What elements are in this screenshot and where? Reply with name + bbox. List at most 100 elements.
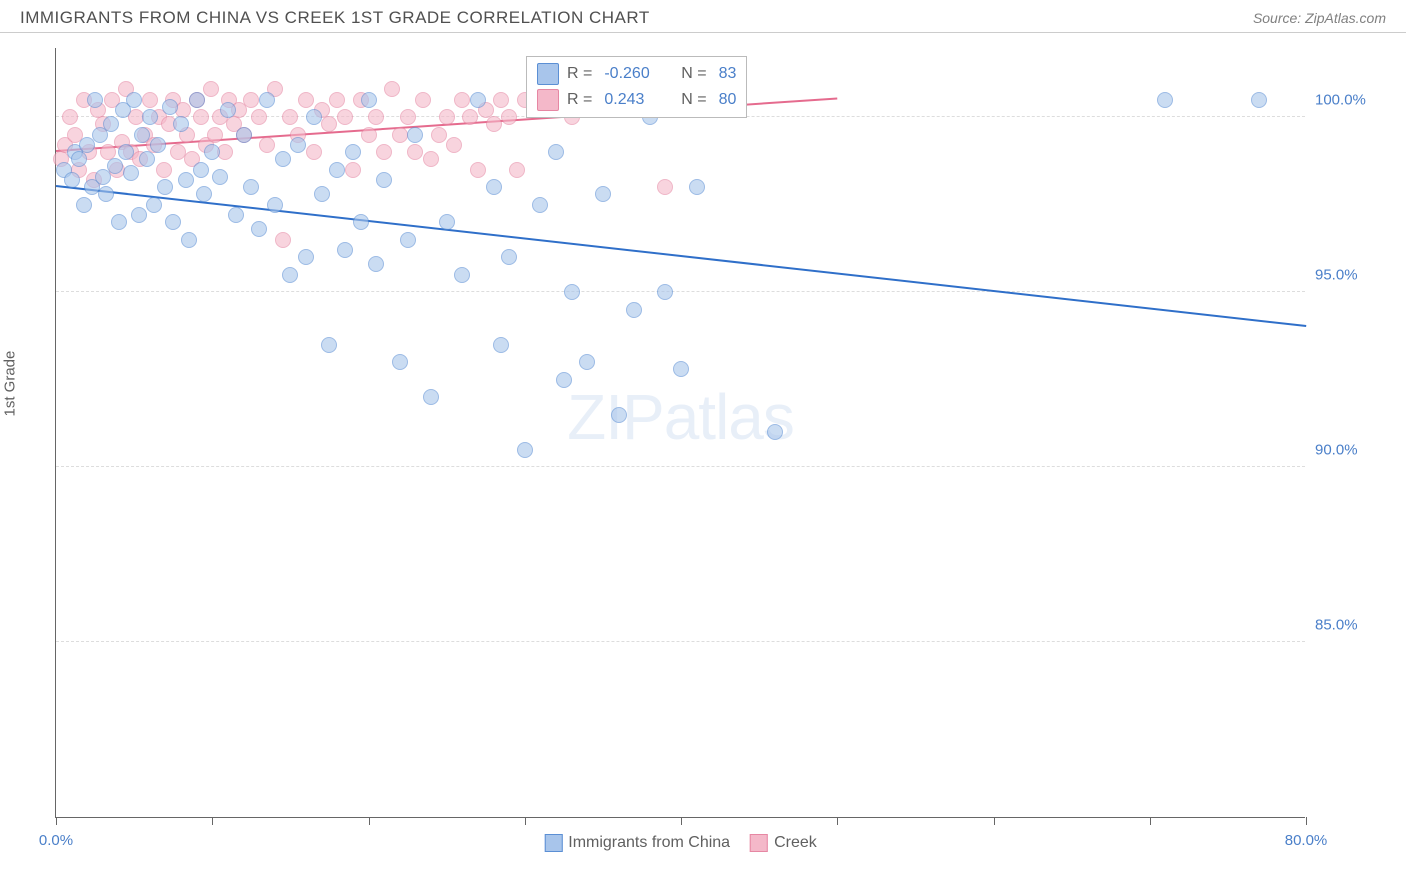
scatter-point [337,109,353,125]
scatter-point [314,186,330,202]
legend-r-value: -0.260 [604,65,664,83]
scatter-point [415,92,431,108]
scatter-point [400,109,416,125]
scatter-point [486,179,502,195]
scatter-point [501,109,517,125]
scatter-point [368,256,384,272]
scatter-point [243,179,259,195]
legend-n-value: 83 [719,65,737,83]
legend-row: R = -0.260 N = 83 [537,61,736,87]
correlation-legend: R = -0.260 N = 83R = 0.243 N = 80 [526,56,747,118]
scatter-point [509,162,525,178]
watermark: ZIPatlas [567,380,794,454]
bottom-legend: Immigrants from China Creek [544,834,817,852]
legend-n-value: 80 [719,91,737,109]
scatter-point [204,144,220,160]
scatter-point [392,354,408,370]
legend-swatch [544,834,562,852]
scatter-point [767,424,783,440]
scatter-point [212,169,228,185]
scatter-point [548,144,564,160]
scatter-point [196,186,212,202]
scatter-point [267,197,283,213]
scatter-point [157,179,173,195]
y-tick-label: 85.0% [1315,617,1395,634]
x-tick [681,817,682,825]
scatter-point [298,92,314,108]
scatter-point [203,81,219,97]
scatter-point [1157,92,1173,108]
scatter-point [368,109,384,125]
scatter-point [107,158,123,174]
scatter-point [345,144,361,160]
trend-line [56,185,1306,327]
y-tick-label: 95.0% [1315,267,1395,284]
scatter-point [657,284,673,300]
scatter-point [243,92,259,108]
scatter-point [556,372,572,388]
x-tick [1150,817,1151,825]
scatter-point [150,137,166,153]
scatter-point [517,442,533,458]
x-tick [994,817,995,825]
scatter-point [98,186,114,202]
scatter-point [486,116,502,132]
scatter-point [673,361,689,377]
chart-source: Source: ZipAtlas.com [1253,10,1386,26]
scatter-point [493,337,509,353]
scatter-point [259,137,275,153]
legend-swatch [537,63,559,85]
bottom-legend-item: Immigrants from China [544,834,730,852]
legend-label: Creek [774,834,817,852]
scatter-point [384,81,400,97]
scatter-point [423,389,439,405]
scatter-point [454,92,470,108]
chart-container: 1st Grade ZIPatlas 85.0%90.0%95.0%100.0%… [0,33,1406,883]
scatter-point [392,127,408,143]
x-tick [369,817,370,825]
plot-area: ZIPatlas 85.0%90.0%95.0%100.0%0.0%80.0%R… [55,48,1305,818]
scatter-point [275,151,291,167]
scatter-point [493,92,509,108]
scatter-point [353,214,369,230]
scatter-point [134,127,150,143]
scatter-point [337,242,353,258]
y-axis-label: 1st Grade [2,351,19,417]
scatter-point [423,151,439,167]
scatter-point [156,162,172,178]
scatter-point [123,165,139,181]
scatter-point [64,172,80,188]
scatter-point [321,116,337,132]
scatter-point [345,162,361,178]
scatter-point [689,179,705,195]
scatter-point [181,232,197,248]
legend-row: R = 0.243 N = 80 [537,87,736,113]
scatter-point [111,214,127,230]
legend-r-value: 0.243 [604,91,664,109]
scatter-point [131,207,147,223]
scatter-point [251,221,267,237]
scatter-point [207,127,223,143]
y-tick-label: 90.0% [1315,442,1395,459]
scatter-point [178,172,194,188]
scatter-point [595,186,611,202]
scatter-point [564,284,580,300]
gridline [56,466,1305,467]
legend-swatch [537,89,559,111]
scatter-point [439,109,455,125]
scatter-point [76,197,92,213]
scatter-point [376,144,392,160]
scatter-point [454,267,470,283]
scatter-point [259,92,275,108]
scatter-point [321,337,337,353]
scatter-point [298,249,314,265]
scatter-point [657,179,673,195]
scatter-point [579,354,595,370]
scatter-point [282,109,298,125]
x-tick [525,817,526,825]
scatter-point [446,137,462,153]
scatter-point [126,92,142,108]
scatter-point [361,127,377,143]
scatter-point [462,109,478,125]
scatter-point [470,162,486,178]
